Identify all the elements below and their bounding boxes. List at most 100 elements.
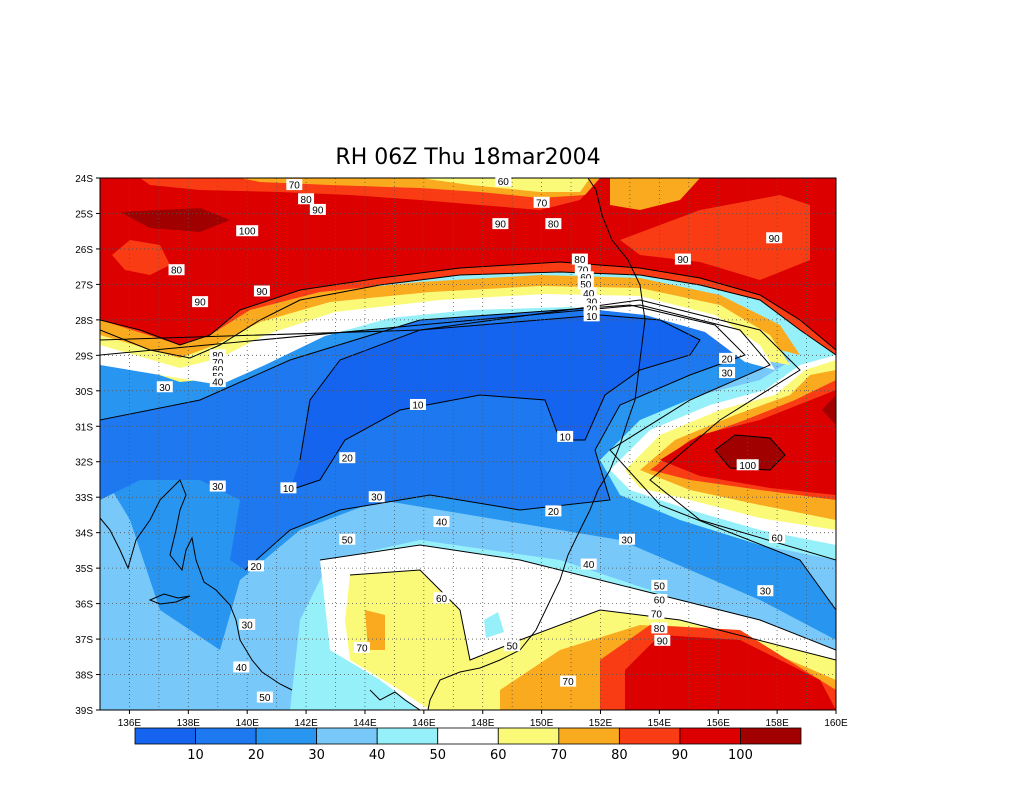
contour-label: 20 [545, 505, 562, 518]
lon-tick-label: 156E [707, 718, 731, 729]
contour-label-bg [492, 218, 509, 230]
band-transition-50-60 [100, 294, 775, 385]
contour-label-bg [298, 193, 315, 205]
contour-label-text: 10 [283, 484, 295, 495]
contour-label: 60 [209, 363, 226, 376]
contour-label-text: 100 [239, 227, 256, 238]
contour-label-bg [409, 398, 426, 410]
lat-tick-label: 29S [75, 351, 93, 362]
colorbar-swatch [134, 727, 196, 745]
lon-tick-label: 160E [824, 718, 848, 729]
colorbar-swatch [316, 727, 378, 745]
coastline-southeast [369, 689, 421, 710]
colorbar-swatch [255, 727, 318, 745]
contour-label-bg [766, 232, 783, 244]
contour-10 [289, 314, 701, 491]
contour-label: 80 [298, 193, 315, 206]
contour-40 [100, 299, 836, 561]
contour-label-text: 70 [212, 358, 224, 369]
contour-label: 20 [248, 560, 265, 573]
colorbar-label: 90 [672, 748, 689, 763]
contour-label: 90 [674, 253, 691, 266]
lon-tick-label: 144E [353, 718, 377, 729]
contour-label: 10 [557, 430, 574, 443]
contour-label: 10 [280, 482, 297, 495]
contour-label-text: 30 [722, 369, 734, 380]
contour-label: 30 [618, 533, 635, 546]
contour-label: 10 [583, 310, 600, 323]
contour-label: 40 [433, 516, 450, 529]
contour-label-bg [533, 196, 550, 208]
lon-tick-label: 152E [589, 718, 613, 729]
contour-label: 70 [648, 608, 665, 621]
colorbar-swatch [740, 727, 802, 745]
lat-tick-label: 34S [75, 529, 93, 540]
contour-label-bg [736, 459, 759, 471]
coastline-island [148, 593, 191, 605]
band-north-ne-70-80 [610, 178, 700, 210]
band-90-100-south [625, 635, 836, 710]
contour-label-bg [583, 303, 600, 315]
contour-label-bg [256, 691, 273, 703]
lon-tick-label: 138E [177, 718, 201, 729]
contour-label-text: 30 [621, 535, 633, 546]
contour-label: 50 [339, 533, 356, 546]
contour-label-bg [648, 608, 665, 620]
contour-label: 90 [492, 218, 509, 231]
colorbar: 10 20 30 40 50 60 70 80 90 100 [134, 727, 802, 763]
contour-label-bg [192, 296, 209, 308]
contour-label-text: 70 [563, 677, 575, 688]
contour-label-text: 30 [242, 620, 254, 631]
contour-label-text: 80 [212, 351, 224, 362]
contour-label-text: 60 [436, 594, 448, 605]
lat-tick-label: 27S [75, 280, 93, 291]
contour-label-bg [156, 381, 173, 393]
band-north-100plus [120, 208, 230, 232]
contour-50 [319, 544, 836, 651]
contour-label-text: 100 [739, 461, 756, 472]
contour-label: 60 [769, 531, 786, 544]
contour-label-text: 70 [536, 198, 548, 209]
colorbar-label: 60 [490, 748, 507, 763]
band-north-east-80-90 [620, 195, 810, 280]
contour-label: 80 [651, 622, 668, 635]
contour-label-text: 90 [312, 205, 324, 216]
contour-label: 80 [209, 349, 226, 362]
colorbar-swatch [558, 727, 620, 745]
contour-label: 70 [560, 675, 577, 688]
contour-label-bg [368, 491, 385, 503]
contour-label-text: 30 [159, 383, 171, 394]
plot-frame [99, 177, 837, 711]
contour-label: 70 [533, 196, 550, 209]
contour-label-text: 80 [171, 266, 183, 277]
contour-label-text: 20 [722, 354, 734, 365]
contour-label-text: 60 [580, 273, 592, 284]
contour-label: 30 [239, 618, 256, 631]
contour-label: 90 [192, 296, 209, 309]
contour-label: 30 [719, 367, 736, 380]
contour-label-text: 60 [212, 365, 224, 376]
colorbar-swatch [437, 727, 499, 745]
colorbar-swatch [679, 727, 741, 745]
contour-label-bg [545, 505, 562, 517]
contour-label: 90 [766, 232, 783, 245]
contour-label-bg [719, 367, 736, 379]
contour-label-bg [577, 278, 594, 290]
contour-label-bg [248, 560, 265, 572]
contour-label-bg [618, 533, 635, 545]
contour-label-text: 80 [574, 255, 586, 266]
contour-label: 20 [719, 352, 736, 365]
colorbar-label: 10 [187, 748, 204, 763]
humidity-field [100, 178, 836, 710]
contour-label-text: 10 [412, 400, 424, 411]
contour-label-text: 70 [289, 181, 301, 192]
contour-label: 80 [168, 264, 185, 277]
contour-label: 10 [409, 398, 426, 411]
colorbar-label: 20 [248, 748, 265, 763]
contour-label-text: 30 [371, 493, 383, 504]
contour-label-text: 20 [342, 454, 354, 465]
band-0-10 [290, 315, 700, 490]
contour-label-bg [560, 675, 577, 687]
coastline-east [427, 178, 646, 710]
